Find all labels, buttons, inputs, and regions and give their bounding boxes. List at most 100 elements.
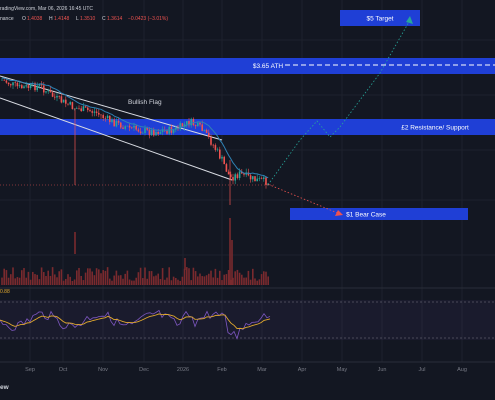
candle-body [186,121,188,125]
candle-body [144,128,146,133]
volume-bar [87,268,89,285]
volume-bar [47,270,49,285]
volume-bar [3,268,5,285]
candle-body [98,112,100,115]
volume-bar [29,279,32,285]
volume-bar [172,276,175,285]
candle-body [87,107,89,111]
candle-body [256,178,258,182]
volume-bar [199,273,201,285]
volume-bar [260,274,263,285]
zone-target-box [340,10,420,26]
candle-body [223,156,225,165]
candle-body [188,121,190,126]
volume-bar [247,270,250,285]
volume-bar [159,279,162,285]
volume-bar [5,270,8,285]
volume-bar [126,270,129,285]
volume-bar [34,274,36,285]
candle-body [124,126,126,129]
x-axis-tick-label: 2026 [177,367,189,373]
ohlc-high-value: 1.4148 [54,16,70,22]
candle-body [36,85,38,91]
volume-bar [190,280,192,285]
volume-bar [65,278,67,285]
candle-body [153,130,155,136]
candle-body [7,82,10,85]
volume-bar [115,270,118,285]
ohlc-close-label: C [102,16,106,22]
candle-body [159,132,162,134]
candle-body [34,83,36,91]
zone-target[interactable]: $5 Target [340,10,420,26]
candle-body [197,122,199,127]
volume-bar [12,267,14,285]
volume-bar [166,277,168,285]
candle-body [190,118,192,126]
volume-bar [157,273,159,285]
volume-bar [98,269,100,285]
x-axis-tick-label: Feb [217,367,226,373]
volume-bar [78,267,80,285]
zone-resistance-support[interactable]: £2 Resistance/ Support [0,119,495,135]
volume-bar [153,276,155,285]
volume-bar [117,275,120,285]
candle-body [60,96,63,103]
zone-ath-band [0,58,495,74]
volume-bar [256,280,258,285]
candle-body [1,79,3,81]
candle-body [247,172,250,176]
moving-average-line [1,77,269,179]
volume-bar [14,278,16,285]
candle-body [181,123,184,128]
candle-body [23,86,25,89]
volume-bar [252,268,254,285]
volume-bar [32,271,34,285]
volume-bar [201,276,203,285]
x-axis-tick-label: Jun [378,367,387,373]
header-symbol: nance [0,16,14,22]
header-source: radingView.com, Mar 06, 2026 16:45 UTC [0,6,93,12]
candle-body [16,82,19,87]
candle-body [18,85,21,87]
candle-body [243,173,245,175]
candle-body [91,111,93,113]
projection-down-arrowhead [335,210,343,216]
volume-bar [223,274,225,285]
volume-bar [148,271,151,285]
candle-body [38,84,41,86]
volume-bar [109,278,111,285]
x-axis-tick-label: Sep [25,367,35,373]
volume-bar [243,277,245,285]
candle-body [267,183,269,186]
zone-ath[interactable]: $3.65 ATH [0,58,495,74]
candle-body [93,111,96,113]
volume-bar [67,274,69,285]
candle-body [76,108,78,109]
candle-body [205,129,208,133]
zone-bear-case[interactable]: $1 Bear Case [290,208,468,220]
volume-bar [186,267,188,285]
volume-bar [232,277,234,285]
volume-bar [38,279,41,285]
volume-bar [219,270,221,285]
candle-body [168,126,170,134]
candle-body [265,177,267,186]
candle-body [104,118,107,119]
volume-bar [111,280,113,285]
volume-bar [133,280,135,285]
volume-bar [263,271,265,285]
volume-bar [58,271,60,285]
volume-bar [241,274,243,285]
candle-body [208,132,210,138]
volume-bar [91,271,93,285]
projection-up [269,19,411,183]
volume-bar [267,276,269,285]
candle-body [12,82,14,86]
candle-body [102,115,104,119]
volume-bar [60,269,63,285]
x-axis-tick-label: Jul [418,367,425,373]
candle-body [236,174,239,178]
volume-bar [43,272,45,285]
